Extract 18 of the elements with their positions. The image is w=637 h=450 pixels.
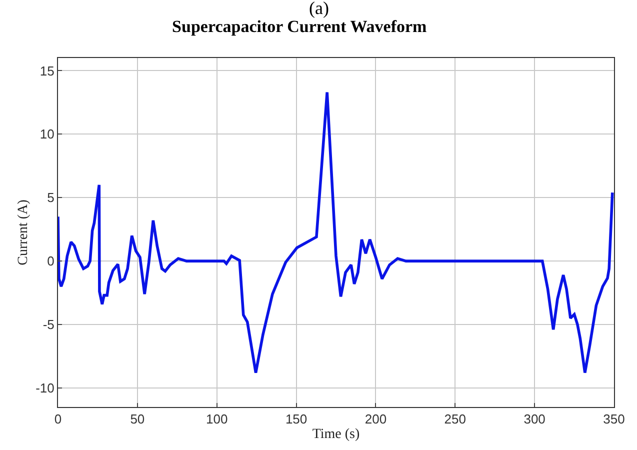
x-tick-label: 100 <box>206 412 228 427</box>
x-tick-label: 200 <box>364 412 387 427</box>
y-tick-label: 0 <box>47 254 54 269</box>
x-tick-label: 250 <box>444 412 466 427</box>
x-axis-title: Time (s) <box>312 426 360 442</box>
y-axis-title: Current (A) <box>16 199 32 266</box>
y-tick-label: -5 <box>42 317 54 332</box>
text: (a) <box>309 0 329 18</box>
y-tick-label: 5 <box>47 190 54 206</box>
x-tick-label: 350 <box>603 412 625 427</box>
y-tick-label: 15 <box>40 63 54 78</box>
chart-title: Supercapacitor Current Waveform <box>172 17 427 36</box>
y-tick-label: 10 <box>40 126 54 142</box>
x-tick-label: 50 <box>130 412 145 427</box>
x-tick-label: 300 <box>524 412 546 427</box>
line-series <box>58 90 614 374</box>
x-tick-label: 150 <box>285 412 308 427</box>
y-tick-label: -10 <box>36 380 54 396</box>
